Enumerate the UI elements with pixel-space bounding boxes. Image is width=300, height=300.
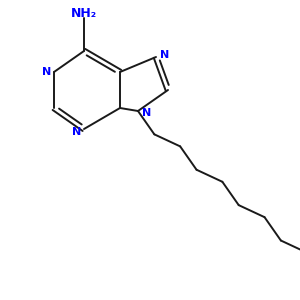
Text: N: N (42, 67, 51, 77)
Text: N: N (72, 127, 81, 137)
Text: NH₂: NH₂ (71, 7, 97, 20)
Text: N: N (160, 50, 169, 60)
Text: N: N (142, 108, 151, 118)
